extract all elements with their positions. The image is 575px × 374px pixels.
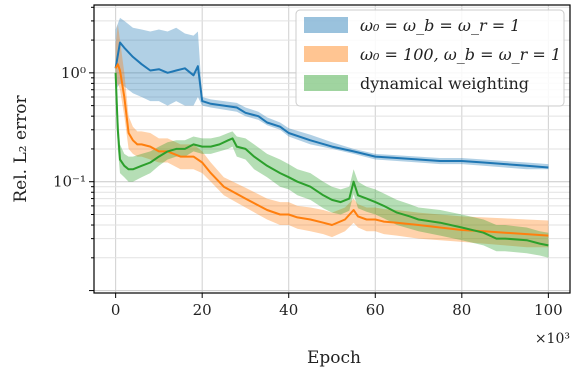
series-1-band	[115, 24, 549, 248]
series-1-line	[114, 63, 549, 237]
legend-swatch	[304, 46, 348, 62]
y-tick-label: 10⁰	[61, 64, 86, 82]
x-axis-multiplier: ×10³	[535, 331, 570, 347]
x-axis-label: Epoch	[307, 348, 361, 368]
legend-box	[295, 9, 565, 107]
y-axis-label: Rel. L₂ error	[11, 94, 31, 202]
legend-swatch	[304, 75, 348, 91]
axis-ticks: 0 20 40 60 80 100 10⁰ 10⁻¹	[53, 6, 563, 319]
series-0-band	[115, 17, 549, 170]
legend-label: ω₀ = 100, ω_b = ω_r = 1	[360, 45, 561, 64]
y-tick-label: 10⁻¹	[53, 173, 86, 191]
x-tick-label: 0	[111, 301, 121, 319]
x-tick-label: 100	[534, 301, 563, 319]
x-tick-label: 80	[452, 301, 471, 319]
legend: ω₀ = ω_b = ω_r = 1 ω₀ = 100, ω_b = ω_r = …	[295, 9, 565, 107]
legend-swatch	[304, 17, 348, 33]
series-0-line	[114, 41, 549, 169]
x-tick-label: 40	[279, 301, 298, 319]
legend-label: ω₀ = ω_b = ω_r = 1	[360, 16, 520, 35]
legend-label: dynamical weighting	[360, 74, 529, 93]
series-lines	[114, 41, 549, 247]
x-tick-label: 20	[193, 301, 212, 319]
series-2-line	[114, 72, 549, 247]
x-tick-label: 60	[366, 301, 385, 319]
